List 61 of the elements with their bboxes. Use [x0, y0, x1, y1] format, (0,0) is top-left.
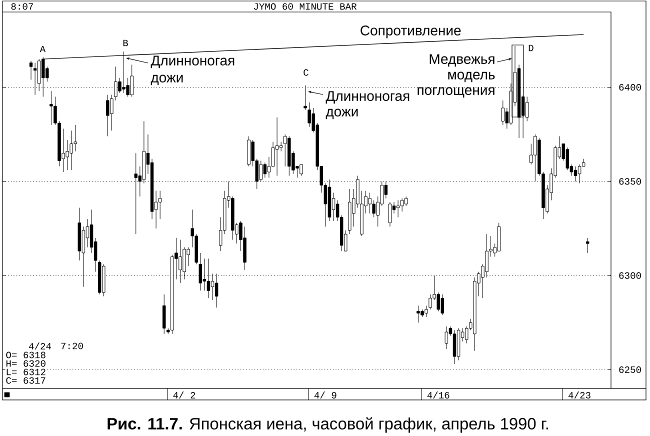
candlestick — [574, 166, 578, 182]
candlestick — [66, 140, 69, 170]
candlestick — [485, 234, 488, 278]
y-tick-label: 6350 — [619, 178, 641, 185]
y-tick-label: 6250 — [619, 366, 641, 373]
x-tick-label: 4/23 — [568, 391, 590, 399]
candlestick — [566, 147, 570, 170]
annotation: O= 6318 — [6, 352, 46, 358]
candlestick — [106, 94, 110, 136]
candlestick — [210, 273, 214, 300]
annotation: Длинноногая дожи — [150, 56, 234, 86]
candlestick — [37, 58, 41, 92]
candlestick — [288, 136, 291, 176]
text: 8:07 — [11, 3, 33, 10]
candlestick — [29, 60, 33, 80]
y-tick-label: 6300 — [619, 272, 641, 279]
annotation: 4/24 — [28, 342, 52, 350]
candlestick — [388, 202, 392, 227]
series-label: Сопротивление — [360, 26, 461, 38]
annotation: C — [304, 69, 308, 76]
candlestick — [243, 226, 246, 270]
x-tick-label: 4/ 2 — [173, 391, 196, 399]
chart-title: JYMO 60 MINUTE BAR — [254, 3, 357, 10]
candlestick — [368, 192, 372, 214]
candlestick — [328, 179, 332, 222]
candlestick — [50, 90, 53, 126]
candlestick — [142, 120, 146, 184]
candlestick — [578, 164, 582, 184]
x-tick-label: 4/ 9 — [314, 391, 336, 399]
candlestick — [456, 328, 460, 360]
candlestick — [214, 273, 218, 308]
candlestick — [78, 208, 82, 261]
annotation: A — [40, 46, 46, 52]
candlestick — [74, 124, 78, 152]
annotation: Медвежья модель поглощения — [418, 54, 495, 98]
candlestick — [206, 258, 210, 298]
candlestick — [436, 292, 440, 312]
x-tick-label: 4/16 — [427, 391, 450, 399]
annotation: L= 6312 — [6, 368, 46, 376]
candlestick — [396, 200, 400, 218]
annotation: B — [123, 40, 128, 46]
candlestick — [158, 190, 162, 220]
annotation: 7:20 — [61, 342, 83, 350]
candlestick — [452, 330, 456, 364]
candlestick — [178, 240, 182, 284]
candlestick — [202, 258, 206, 291]
candlestick — [70, 130, 73, 170]
candlestick — [198, 252, 202, 291]
candlestick — [162, 294, 166, 334]
candlestick — [82, 226, 86, 288]
annotation: Длинноногая дожи — [326, 91, 410, 120]
candlestick — [444, 326, 448, 350]
text: Рис. 11.7. Японская иена, часовой график, апрель 1990 г. — [108, 417, 548, 433]
candlestick — [416, 305, 420, 323]
candlestick — [134, 152, 138, 234]
y-tick-label: 6400 — [619, 84, 641, 91]
annotation: C= 6317 — [6, 377, 46, 384]
annotation: D — [528, 44, 534, 52]
candlestick — [263, 162, 267, 178]
annotation: H= 6320 — [6, 360, 46, 367]
candlestick — [231, 196, 234, 240]
